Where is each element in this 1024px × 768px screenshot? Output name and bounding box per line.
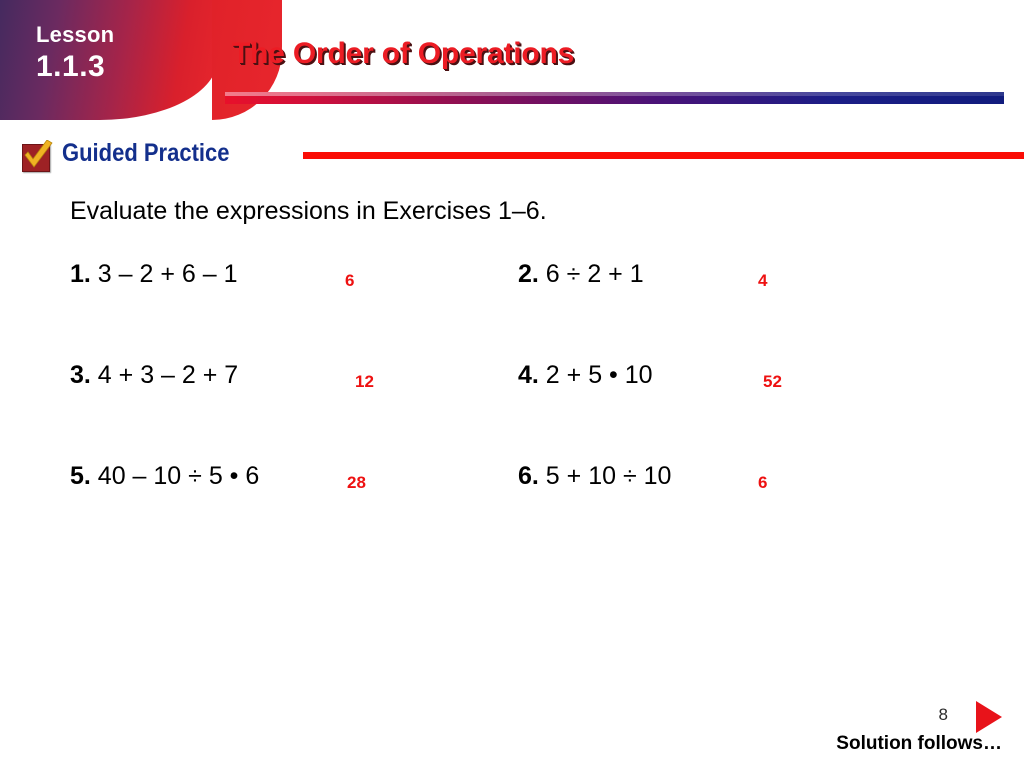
exercise-number: 4. [518, 361, 546, 389]
lesson-number: 1.1.3 [36, 50, 106, 83]
exercise-item-4: 4. 2 + 5 • 10 52 [518, 360, 782, 391]
instruction-text: Evaluate the expressions in Exercises 1–… [70, 197, 547, 225]
page-title: The Order of Operations [232, 37, 575, 70]
exercise-answer: 6 [345, 271, 355, 290]
exercise-row: 5. 40 – 10 ÷ 5 • 6 28 6. 5 + 10 ÷ 10 6 [0, 461, 1024, 562]
exercise-expression: 4 + 3 – 2 + 7 [97, 361, 239, 389]
lesson-banner: Lesson 1.1.3 [0, 0, 218, 120]
lesson-banner-text: Lesson 1.1.3 [36, 22, 114, 86]
exercise-expression: 6 ÷ 2 + 1 [545, 260, 644, 288]
exercise-answer: 12 [355, 372, 374, 391]
solution-follows-note: Solution follows… [836, 733, 1002, 754]
exercise-row: 1. 3 – 2 + 6 – 1 6 2. 6 ÷ 2 + 1 4 [0, 259, 1024, 360]
section-title: Guided Practice [62, 139, 230, 167]
exercise-item-6: 6. 5 + 10 ÷ 10 6 [518, 461, 767, 492]
slide-header: Lesson 1.1.3 The Order of Operations [0, 0, 1024, 130]
checkbox-check-icon [20, 140, 53, 172]
exercise-expression: 5 + 10 ÷ 10 [545, 462, 672, 490]
exercise-item-3: 3. 4 + 3 – 2 + 7 12 [70, 360, 374, 391]
lesson-label: Lesson [36, 22, 115, 47]
exercise-number: 5. [70, 462, 98, 490]
exercise-expression: 2 + 5 • 10 [545, 361, 653, 389]
exercise-number: 2. [518, 260, 546, 288]
exercise-item-5: 5. 40 – 10 ÷ 5 • 6 28 [70, 461, 366, 492]
exercise-number: 1. [70, 260, 98, 288]
exercise-item-2: 2. 6 ÷ 2 + 1 4 [518, 259, 767, 290]
exercise-number: 3. [70, 361, 98, 389]
exercise-item-1: 1. 3 – 2 + 6 – 1 6 [70, 259, 354, 290]
exercise-expression: 40 – 10 ÷ 5 • 6 [97, 462, 260, 490]
section-header: Guided Practice [0, 134, 1024, 178]
exercise-answer: 28 [347, 473, 366, 492]
next-slide-arrow-icon[interactable] [976, 701, 1002, 733]
exercise-expression: 3 – 2 + 6 – 1 [97, 260, 238, 288]
section-divider [303, 152, 1024, 159]
exercise-row: 3. 4 + 3 – 2 + 7 12 4. 2 + 5 • 10 52 [0, 360, 1024, 461]
title-divider [225, 92, 1004, 104]
exercise-answer: 6 [758, 473, 768, 492]
exercise-answer: 52 [763, 372, 782, 391]
exercise-number: 6. [518, 462, 546, 490]
page-number: 8 [938, 705, 948, 724]
exercise-grid: 1. 3 – 2 + 6 – 1 6 2. 6 ÷ 2 + 1 4 3. 4 +… [0, 259, 1024, 562]
exercise-answer: 4 [758, 271, 768, 290]
